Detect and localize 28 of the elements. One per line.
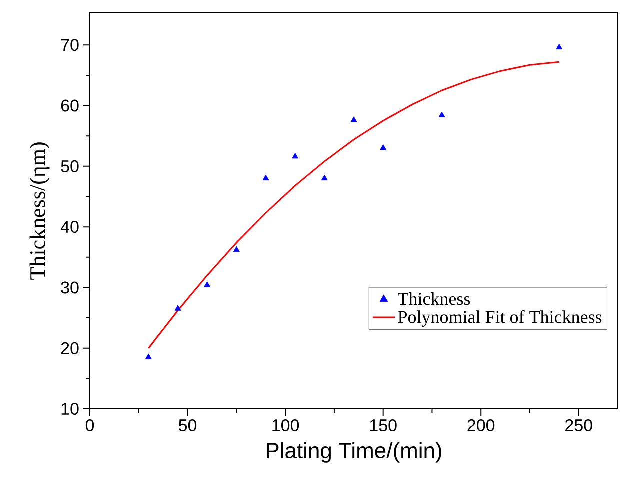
point xyxy=(233,246,240,252)
point xyxy=(145,354,152,360)
y-axis-title: Thickness/(ηm) xyxy=(30,142,50,280)
y-tick-label: 70 xyxy=(61,39,79,52)
y-tick-label: 60 xyxy=(61,100,79,112)
y-tick-label: 40 xyxy=(60,221,79,234)
point xyxy=(204,282,211,288)
point xyxy=(262,174,270,181)
point xyxy=(321,174,328,181)
point xyxy=(556,44,563,50)
point xyxy=(350,116,358,122)
legend-label: Polynomial Fit of Thickness xyxy=(398,310,602,328)
point xyxy=(292,153,299,159)
x-tick-label: 0 xyxy=(86,420,94,432)
x-tick-label: 200 xyxy=(468,420,495,432)
x-axis-title: Plating Time/(min) xyxy=(266,442,442,463)
y-tick-label: 50 xyxy=(61,160,79,172)
legend-label: Thickness xyxy=(398,292,470,306)
x-tick-label: 150 xyxy=(370,420,397,432)
point xyxy=(174,305,182,311)
point xyxy=(438,112,446,118)
x-tick-label: 50 xyxy=(179,420,197,432)
y-tick-label: 30 xyxy=(61,282,79,294)
x-tick-label: 100 xyxy=(272,420,300,432)
x-tick-label: 250 xyxy=(566,420,592,432)
y-tick-label: 20 xyxy=(61,342,79,354)
point xyxy=(380,144,387,150)
y-tick-label: 10 xyxy=(62,402,79,416)
